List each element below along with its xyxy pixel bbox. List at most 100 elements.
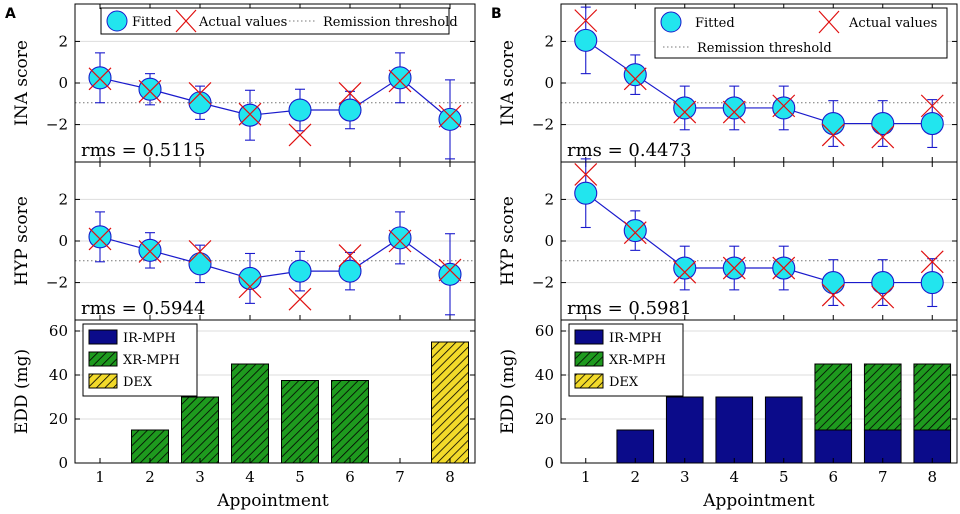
fitted-point bbox=[438, 107, 462, 131]
legend-swatch-dex bbox=[88, 373, 118, 389]
y-tick-label: 40 bbox=[49, 366, 68, 384]
actual-point bbox=[188, 81, 212, 105]
x-tick-label: 7 bbox=[395, 468, 405, 486]
actual-point bbox=[574, 163, 598, 186]
x-tick-label: 1 bbox=[581, 468, 591, 486]
legend-label-dex: DEX bbox=[609, 375, 639, 390]
y-tick-label: 40 bbox=[535, 366, 554, 384]
actual-point bbox=[88, 227, 112, 251]
fitted-point bbox=[920, 111, 944, 136]
x-axis-label-left: Appointment bbox=[216, 491, 329, 511]
actual-point bbox=[338, 81, 362, 105]
actual-point bbox=[388, 229, 412, 253]
legend-fitted-label: Fitted bbox=[695, 16, 735, 31]
legend-threshold-label: Remission threshold bbox=[323, 15, 458, 30]
bar-xr-mph bbox=[181, 396, 219, 464]
fitted-point bbox=[88, 225, 112, 249]
fitted-point bbox=[138, 238, 162, 262]
fitted-point bbox=[574, 181, 598, 205]
legend-label-xr-mph: XR-MPH bbox=[609, 353, 666, 368]
y-axis-label: HYP score bbox=[12, 196, 32, 286]
x-tick-label: 8 bbox=[927, 468, 937, 486]
bar-dex bbox=[431, 341, 469, 464]
legend-actual-marker bbox=[175, 9, 197, 33]
fitted-point bbox=[288, 259, 312, 283]
y-axis-label: INA score bbox=[498, 40, 518, 126]
y-tick-label: 60 bbox=[49, 322, 68, 340]
y-tick-label: −2 bbox=[46, 274, 68, 292]
panel-A-ina: 2 0 −2 INA score rms = 0.5115 Fitted Actual va… bbox=[12, 3, 476, 163]
actual-point bbox=[772, 94, 796, 118]
fitted-point bbox=[338, 98, 362, 122]
actual-point bbox=[574, 9, 598, 33]
x-tick-label: 5 bbox=[779, 468, 789, 486]
legend: IR-MPH XR-MPH DEX bbox=[82, 323, 198, 397]
rms-label: rms = 0.4473 bbox=[567, 140, 691, 161]
actual-point bbox=[438, 258, 462, 282]
y-tick-label: 0 bbox=[58, 232, 68, 250]
legend-actual-marker bbox=[818, 10, 840, 34]
bar-ir-mph bbox=[764, 396, 803, 464]
legend-actual-label: Actual values bbox=[848, 16, 937, 31]
actual-point bbox=[388, 69, 412, 93]
bar-xr-mph bbox=[814, 363, 853, 431]
fitted-point bbox=[88, 66, 112, 90]
panel-B-hyp: 2 0 −2 HYP score rms = 0.5981 bbox=[498, 158, 958, 321]
x-tick-label: 3 bbox=[680, 468, 690, 486]
actual-point bbox=[238, 275, 262, 299]
x-tick-label: 7 bbox=[878, 468, 888, 486]
fitted-point bbox=[574, 28, 598, 52]
y-tick-label: −2 bbox=[46, 116, 68, 134]
x-tick-label: 6 bbox=[828, 468, 838, 486]
actual-point bbox=[188, 239, 212, 263]
fitted-point bbox=[288, 98, 312, 122]
actual-point bbox=[88, 67, 112, 91]
actual-point bbox=[338, 244, 362, 267]
y-tick-label: 0 bbox=[544, 74, 554, 92]
legend-label-ir-mph: IR-MPH bbox=[609, 331, 662, 346]
fitted-point bbox=[623, 219, 647, 243]
legend-swatch-dex bbox=[574, 373, 604, 389]
y-axis-label: INA score bbox=[12, 40, 32, 126]
x-tick-label: 6 bbox=[345, 468, 355, 486]
legend-fitted-marker bbox=[106, 10, 128, 32]
bar-ir-mph bbox=[665, 396, 704, 464]
fitted-point bbox=[673, 96, 697, 120]
actual-point bbox=[920, 94, 944, 118]
fitted-point bbox=[338, 259, 362, 283]
panel-label-b: B bbox=[491, 6, 502, 22]
axes-frame bbox=[560, 319, 958, 464]
actual-point bbox=[288, 123, 312, 147]
legend-box bbox=[654, 7, 948, 59]
y-tick-label: 20 bbox=[49, 410, 68, 428]
bar-ir-mph bbox=[616, 429, 655, 464]
actual-point bbox=[722, 256, 746, 280]
fitted-point bbox=[188, 91, 212, 115]
actual-point bbox=[673, 260, 697, 284]
y-tick-label: 20 bbox=[535, 410, 554, 428]
legend-label-dex: DEX bbox=[123, 375, 153, 390]
actual-point bbox=[722, 100, 746, 124]
fitted-point bbox=[673, 256, 697, 280]
bar-xr-mph bbox=[863, 363, 902, 431]
panel-B-ina: 2 0 −2 INA score rms = 0.4473 Fitted Actual va… bbox=[498, 3, 958, 163]
x-tick-label: 2 bbox=[145, 468, 155, 486]
legend-swatch-xr-mph bbox=[574, 351, 604, 367]
bar-xr-mph bbox=[331, 380, 369, 464]
fitted-point bbox=[388, 66, 412, 90]
bar-xr-mph bbox=[281, 380, 319, 464]
fitted-point bbox=[138, 77, 162, 101]
x-tick-label: 3 bbox=[195, 468, 205, 486]
actual-point bbox=[623, 67, 647, 91]
x-axis-label-right: Appointment bbox=[702, 491, 815, 511]
y-tick-label: −2 bbox=[532, 274, 554, 292]
actual-point bbox=[821, 123, 845, 147]
actual-point bbox=[288, 287, 312, 311]
fitted-point bbox=[623, 63, 647, 87]
fitted-point bbox=[871, 271, 895, 295]
legend-threshold-label: Remission threshold bbox=[697, 41, 832, 56]
fitted-point bbox=[238, 103, 262, 127]
panel-B-edd: 0 20 40 60 EDD (mg) 1 2 3 4 5 6 7 8 IR-MPH XR-MPH DEX bbox=[498, 319, 958, 486]
legend-swatch-ir-mph bbox=[574, 329, 604, 345]
